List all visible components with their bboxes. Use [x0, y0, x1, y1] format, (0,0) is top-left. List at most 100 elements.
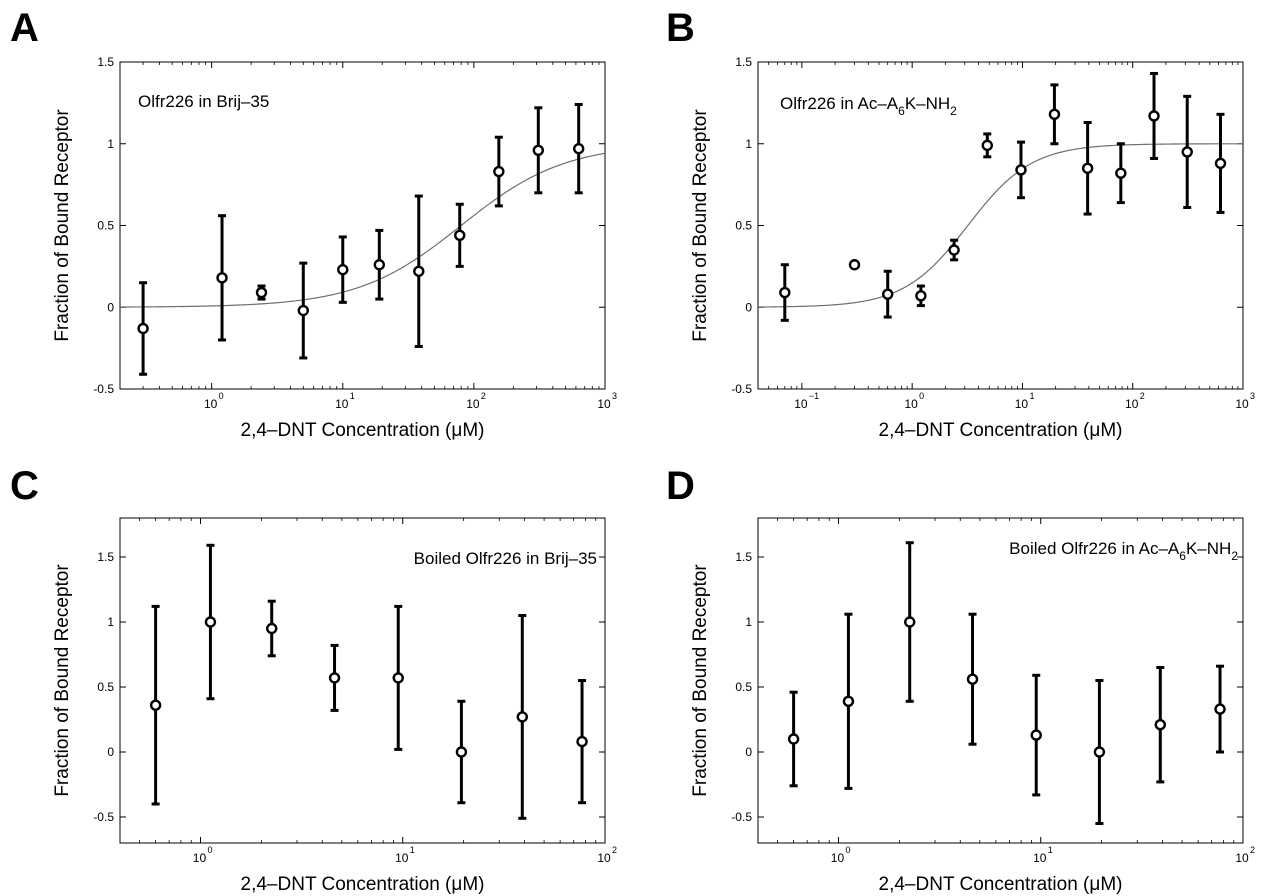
- y-tick-label: 0.5: [735, 219, 752, 233]
- panel-label-a: A: [10, 6, 39, 50]
- data-point: [1154, 719, 1166, 731]
- x-tick-label: 10: [904, 397, 918, 411]
- x-tick-label: 10: [831, 851, 845, 865]
- panel-label-c: C: [10, 464, 39, 508]
- x-tick-exponent: 0: [219, 391, 224, 401]
- data-point: [337, 263, 349, 276]
- panel-annotation: Olfr226 in Brij–35: [138, 92, 269, 111]
- data-point: [572, 142, 585, 155]
- annotation-text: K–NH: [1186, 539, 1231, 558]
- annotation-text: Boiled Olfr226 in Ac–A: [1009, 539, 1180, 558]
- y-tick-label: 0: [745, 745, 752, 759]
- y-tick-label: 1.5: [735, 550, 752, 564]
- data-point: [493, 165, 505, 178]
- annotation-text: Boiled Olfr226 in Brij–35: [414, 549, 597, 568]
- y-axis-title: Fraction of Bound Receptor: [690, 109, 711, 342]
- y-tick-label: 0: [745, 300, 752, 314]
- y-axis-title: Fraction of Bound Receptor: [690, 564, 711, 797]
- x-tick-label: 10: [597, 397, 611, 411]
- y-tick-label: -0.5: [93, 810, 114, 824]
- data-point: [137, 322, 149, 335]
- data-point: [1214, 157, 1227, 170]
- data-point: [1181, 146, 1193, 158]
- y-tick-label: 0.5: [97, 219, 114, 233]
- annotation-text: Olfr226 in Brij–35: [138, 92, 269, 111]
- panel-annotation: Boiled Olfr226 in Brij–35: [414, 549, 597, 568]
- data-point: [413, 265, 425, 277]
- y-tick-label: 1.5: [735, 55, 752, 69]
- x-tick-label: 10: [335, 397, 349, 411]
- x-axis-title: 2,4–DNT Concentration (μM): [241, 420, 485, 441]
- annotation-subscript: 6: [898, 104, 905, 118]
- data-point: [915, 290, 927, 302]
- x-tick-exponent: 3: [1250, 391, 1255, 401]
- x-tick-exponent: 1: [1029, 391, 1034, 401]
- x-axis-title: 2,4–DNT Concentration (μM): [879, 874, 1123, 895]
- data-point: [1048, 108, 1061, 121]
- y-tick-label: 1: [107, 137, 114, 151]
- x-tick-exponent: 0: [919, 391, 924, 401]
- x-tick-exponent: 2: [1250, 845, 1255, 855]
- x-tick-exponent: 0: [207, 845, 212, 855]
- x-tick-label: 10: [466, 397, 480, 411]
- panel-label-b: B: [666, 6, 695, 50]
- data-point: [1115, 167, 1127, 179]
- y-tick-label: 1.5: [97, 550, 114, 564]
- x-tick-label: 10: [204, 397, 218, 411]
- annotation-subscript: 6: [1179, 549, 1186, 563]
- y-tick-label: 0.5: [97, 680, 114, 694]
- panel-annotation: Olfr226 in Ac–A6K–NH2: [780, 94, 957, 118]
- annotation-subscript: 2: [1231, 549, 1238, 563]
- data-point: [981, 139, 993, 152]
- data-point: [948, 244, 960, 256]
- y-tick-label: 0: [107, 745, 114, 759]
- data-point: [455, 746, 468, 758]
- data-point: [373, 259, 386, 271]
- x-tick-label: 10: [1235, 397, 1249, 411]
- data-point: [297, 304, 309, 317]
- fit-curve: [119, 152, 606, 308]
- x-tick-label: 10: [597, 851, 611, 865]
- y-tick-label: 1: [745, 615, 752, 629]
- data-point: [881, 288, 894, 300]
- y-tick-label: 1: [745, 137, 752, 151]
- y-tick-label: -0.5: [731, 382, 752, 396]
- axes-frame: [757, 517, 1244, 844]
- x-tick-label: 10: [193, 851, 207, 865]
- x-tick-exponent: −1: [809, 391, 819, 401]
- axes-frame: [119, 517, 606, 844]
- data-point: [328, 672, 341, 684]
- x-tick-exponent: 1: [410, 845, 415, 855]
- y-tick-label: -0.5: [731, 810, 752, 824]
- data-point: [779, 286, 791, 299]
- data-point: [787, 733, 800, 745]
- y-tick-label: 0.5: [735, 680, 752, 694]
- x-tick-exponent: 2: [612, 845, 617, 855]
- x-tick-exponent: 0: [845, 845, 850, 855]
- x-tick-label: 10: [1125, 397, 1139, 411]
- y-axis-title: Fraction of Bound Receptor: [52, 564, 73, 797]
- annotation-subscript: 2: [950, 104, 957, 118]
- data-point: [1148, 110, 1160, 122]
- annotation-text: K–NH: [905, 94, 950, 113]
- y-tick-label: 1.5: [97, 55, 114, 69]
- y-tick-label: 0: [107, 300, 114, 314]
- data-point: [266, 622, 278, 635]
- data-point: [904, 616, 916, 628]
- data-point: [1015, 164, 1027, 176]
- x-tick-exponent: 1: [1048, 845, 1053, 855]
- data-point: [1214, 703, 1226, 715]
- y-axis-title: Fraction of Bound Receptor: [52, 109, 73, 342]
- x-tick-label: 10: [1235, 851, 1249, 865]
- data-point: [216, 272, 228, 284]
- data-point: [454, 229, 466, 242]
- panel-label-d: D: [666, 464, 695, 508]
- data-point: [516, 711, 528, 723]
- y-tick-label: -0.5: [93, 382, 114, 396]
- data-point: [848, 259, 861, 271]
- x-tick-exponent: 3: [612, 391, 617, 401]
